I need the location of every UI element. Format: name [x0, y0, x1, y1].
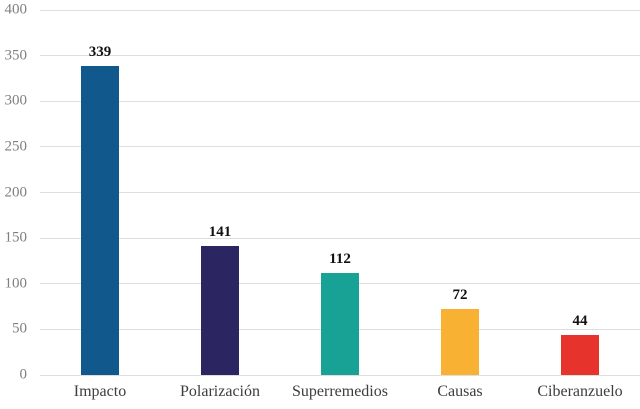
gridline-200 — [40, 192, 640, 193]
x-axis-category-label-ciberanzuelo: Ciberanzuelo — [537, 383, 623, 400]
bar-value-label-causas: 72 — [452, 287, 468, 304]
gridline-350 — [40, 55, 640, 57]
gridline-0 — [40, 374, 640, 376]
y-axis-tick-label-250: 250 — [4, 138, 28, 155]
y-axis-tick-label-300: 300 — [4, 92, 28, 109]
y-axis-tick-label-200: 200 — [4, 184, 28, 200]
y-axis-tick-label-400: 400 — [4, 1, 28, 18]
gridline-250 — [40, 146, 640, 148]
bar-impacto — [81, 65, 119, 375]
x-axis-category-label-causas: Causas — [437, 383, 483, 400]
y-axis-tick-label-50: 50 — [12, 320, 27, 337]
y-axis-tick-label-150: 150 — [4, 229, 28, 246]
bar-superremedios — [321, 272, 359, 375]
gridline-150 — [40, 237, 640, 239]
y-axis-tick-label-0: 0 — [19, 366, 28, 383]
bar-value-label-impacto: 339 — [88, 43, 112, 60]
x-axis-category-label-impacto: Impacto — [73, 383, 127, 400]
bar-ciberanzuelo — [561, 334, 599, 375]
bar-value-label-ciberanzuelo: 44 — [572, 312, 588, 329]
y-axis-tick-label-350: 350 — [4, 47, 28, 64]
x-axis-category-label-superremedios: Superremedios — [292, 383, 388, 400]
bar-polarizacion — [201, 246, 239, 375]
bar-causas — [441, 309, 479, 375]
y-axis-tick-label-100: 100 — [4, 275, 28, 292]
bar-value-label-polarizacion: 141 — [208, 224, 232, 241]
gridline-400 — [40, 9, 640, 11]
gridline-300 — [40, 100, 640, 102]
bar-value-label-superremedios: 112 — [329, 250, 351, 267]
x-axis-category-label-polarizacion: Polarización — [180, 383, 260, 400]
